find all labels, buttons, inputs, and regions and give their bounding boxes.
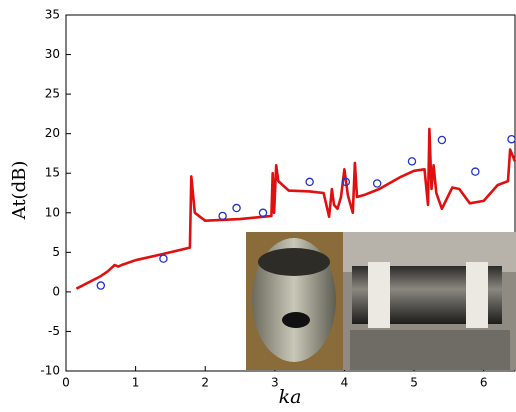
y-tick-label: 15 [45, 166, 60, 180]
data-point [258, 208, 268, 218]
y-tick-label: -5 [48, 324, 60, 338]
data-point [507, 134, 516, 144]
y-tick-label: 35 [45, 8, 60, 22]
y-tick-label: 25 [45, 87, 60, 101]
x-tick-label: 6 [480, 376, 488, 390]
y-tick-label: 5 [52, 245, 60, 259]
data-point [341, 177, 351, 187]
y-tick-label: 20 [45, 126, 60, 140]
photo-left-hole [282, 312, 310, 328]
x-tick-label: 2 [201, 376, 209, 390]
data-point [159, 254, 168, 263]
x-tick-label: 4 [341, 376, 349, 390]
data-point [407, 157, 417, 166]
y-tick-label: -10 [40, 364, 60, 378]
x-tick-label: 0 [62, 376, 70, 390]
y-tick-label: 0 [52, 284, 60, 298]
photo-left-bore [258, 248, 330, 276]
data-point [305, 177, 314, 187]
photo-right-stand [350, 330, 510, 370]
data-point [232, 203, 241, 213]
data-point [437, 135, 447, 145]
y-axis-label: At(dB) [9, 161, 30, 221]
inset-photos [246, 232, 516, 370]
x-tick-label: 5 [410, 376, 418, 390]
data-point [372, 179, 382, 188]
x-axis-label: ka [279, 386, 302, 408]
data-line [75, 127, 516, 290]
photo-right-ring-right [466, 262, 488, 328]
x-tick-label: 1 [132, 376, 140, 390]
plot-frame [65, 14, 516, 372]
data-point [218, 211, 227, 221]
y-tick-label: 10 [45, 205, 60, 219]
data-point [471, 167, 480, 176]
y-tick-label: 30 [45, 47, 60, 61]
photo-right-ring-left [368, 262, 390, 328]
data-point [96, 281, 106, 290]
x-tick-label: 3 [271, 376, 279, 390]
